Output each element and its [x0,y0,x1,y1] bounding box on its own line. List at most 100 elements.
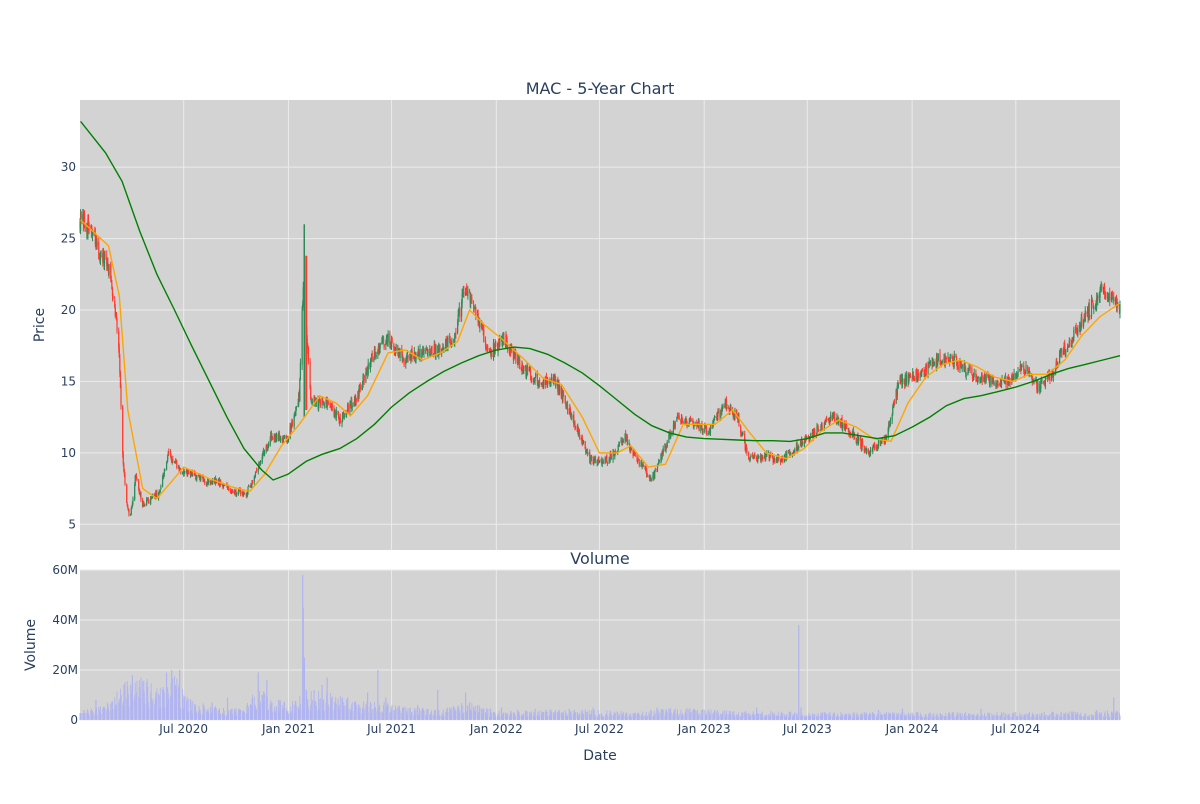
price-candle-body [210,482,213,484]
price-candle-body [752,454,754,457]
price-candle-body [957,366,959,369]
price-candle-body [877,439,880,448]
price-candle-body [897,385,900,387]
price-candle-body [670,434,672,439]
price-candle-body [144,504,146,506]
price-candle-body [239,489,241,491]
price-candle-body [505,335,508,342]
price-candle-body [1044,377,1046,387]
price-candle-body [649,478,651,480]
price-candle-body [999,383,1001,385]
price-candle-body [301,309,303,365]
price-y-tick-label: 5 [68,517,76,531]
price-candle-body [329,402,331,406]
price-candle-body [236,493,238,495]
price-candle-body [299,379,301,401]
price-candle-body [980,374,983,377]
price-candle-body [745,444,747,449]
price-candle-body [391,338,393,344]
price-candle-body [1073,329,1075,339]
price-candle-body [539,380,541,384]
volume-y-tick-label: 0 [70,713,78,727]
price-candle-body [1059,351,1061,365]
price-candle-body [1077,328,1079,334]
volume-y-tick-label: 60M [52,563,78,577]
price-candle-body [167,451,169,456]
price-candle-body [805,435,807,441]
price-candle-body [138,488,140,493]
price-candle-body [142,502,144,507]
price-candle-body [601,459,603,464]
price-candle-body [374,347,376,354]
price-candle-body [712,419,714,424]
price-y-tick-label: 30 [61,160,76,174]
price-candle-body [126,503,128,506]
price-candle-body [1041,380,1043,382]
price-candle-body [668,434,670,443]
price-candle-body [1102,287,1105,291]
price-candle-body [774,458,776,462]
price-candle-body [917,373,919,378]
price-candle-body [694,421,696,425]
price-candle-body [654,470,656,479]
price-candle-body [122,406,124,455]
price-candle-body [957,365,959,367]
price-candle-body [670,434,672,435]
price-candle-body [609,459,611,462]
price-candle-body [271,437,274,440]
price-candle-body [959,360,961,371]
price-candle-body [672,424,675,431]
price-candle-body [818,429,820,431]
price-candle-body [704,425,706,433]
price-candle-body [87,220,90,226]
price-candle-body [908,373,910,384]
price-candle-body [534,377,536,382]
price-candle-body [969,366,971,369]
price-candle-body [503,333,505,346]
price-candle-body [547,379,549,385]
price-candle-body [1009,382,1011,384]
price-candle-body [932,361,934,363]
price-candle-body [780,461,782,463]
price-candle-body [173,461,176,463]
price-candle-body [977,376,979,379]
price-candle-body [366,369,368,372]
price-candle-body [339,417,341,423]
price-candle-body [730,406,732,411]
price-candle-body [708,428,710,430]
price-candle-body [169,451,172,456]
price-candle-body [242,492,244,496]
price-candle-body [844,428,846,430]
price-candle-body [188,471,190,475]
price-candle-body [993,383,995,385]
date-axis-title: Date [583,748,616,764]
price-candle-body [460,302,463,317]
price-candle-body [1023,369,1025,373]
price-candle-body [1068,347,1070,348]
price-candle-body [166,460,168,463]
price-candle-body [540,383,542,385]
price-candle-body [246,493,248,496]
price-candle-body [929,361,931,364]
price-candle-body [494,343,496,352]
price-candle-body [821,425,823,430]
price-candle-body [393,344,395,349]
price-candle-body [896,385,898,397]
price-candle-body [956,362,958,366]
price-candle-body [1096,297,1098,307]
price-candle-body [451,340,453,345]
price-y-tick-label: 25 [61,232,76,246]
price-candle-body [491,352,493,357]
volume-y-tick-labels: 0 20M 40M 60M [52,563,78,727]
price-candle-body [410,352,412,361]
price-candle-body [932,361,934,365]
price-candle-body [323,405,325,406]
price-candle-body [589,462,591,464]
price-candle-body [110,279,112,283]
date-x-tick-labels: Jul 2020 Jan 2021 Jul 2021 Jan 2022 Jul 2022… [158,722,1040,736]
price-candle-body [434,342,436,353]
price-candle-body [638,461,640,466]
price-candle-body [713,420,715,422]
price-candle-body [598,460,601,462]
